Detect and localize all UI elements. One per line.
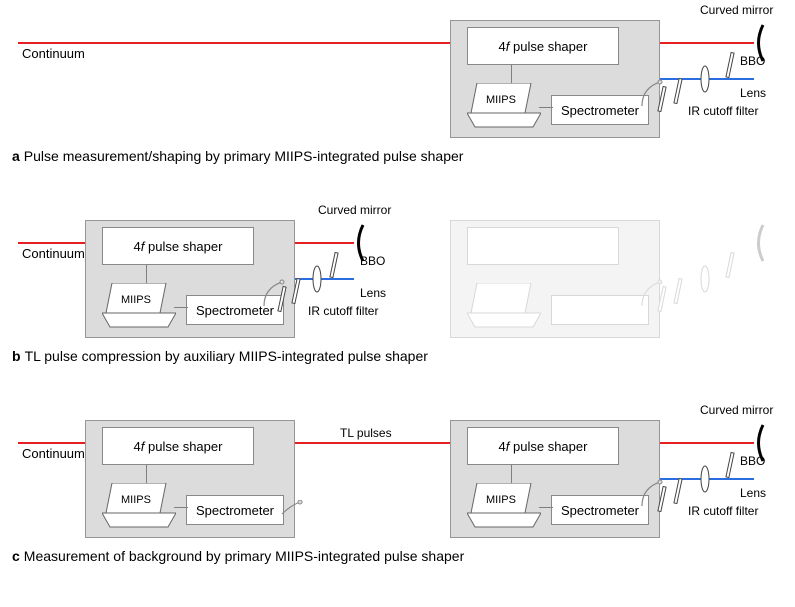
caption-b-letter: b xyxy=(12,348,21,364)
curved-mirror-b xyxy=(352,224,366,262)
aux-miips-computer: MIIPS xyxy=(102,283,176,333)
ghost-shaper xyxy=(467,227,619,265)
pulse-shaper-label-c: 4f pulse shaper xyxy=(499,439,588,454)
ghost-fiber xyxy=(640,278,670,308)
aux-conn1-c xyxy=(146,465,147,483)
curved-mirror xyxy=(752,24,766,62)
continuum-label-b: Continuum xyxy=(22,246,85,261)
ghost-spectrometer xyxy=(551,295,649,325)
panel-b: Continuum 4f pulse shaper Spectrometer M… xyxy=(0,200,795,375)
bbo-optic xyxy=(725,52,734,78)
pulse-shaper-box-c: 4f pulse shaper xyxy=(467,427,619,465)
ir-cutoff-label-b: IR cutoff filter xyxy=(308,304,378,318)
aux-conn1 xyxy=(146,265,147,283)
curved-mirror-label: Curved mirror xyxy=(700,3,773,17)
ghost-bbo xyxy=(725,252,734,278)
miips-label: MIIPS xyxy=(486,94,516,106)
svg-text:MIIPS: MIIPS xyxy=(121,294,151,306)
conn1-c xyxy=(511,465,512,483)
primary-unit: 4f pulse shaper Spectrometer MIIPS xyxy=(450,20,660,138)
lens-label-b: Lens xyxy=(360,286,386,300)
caption-a-letter: a xyxy=(12,148,20,164)
caption-a: aPulse measurement/shaping by primary MI… xyxy=(12,148,463,164)
curved-mirror-c xyxy=(752,424,766,462)
continuum-label-c: Continuum xyxy=(22,446,85,461)
conn-shaper-computer xyxy=(511,65,512,83)
aux-conn2-c xyxy=(174,507,188,508)
aux-fiber-stub xyxy=(280,500,304,520)
aux-unit-c: 4f pulse shaper Spectrometer MIIPS xyxy=(85,420,295,538)
ir-cutoff-label: IR cutoff filter xyxy=(688,104,758,118)
caption-c-text: Measurement of background by primary MII… xyxy=(24,548,464,564)
aux-conn2 xyxy=(174,307,188,308)
fiber xyxy=(640,78,670,108)
aux-spectrometer-box-c: Spectrometer xyxy=(186,495,284,525)
continuum-label: Continuum xyxy=(22,46,85,61)
caption-b-text: TL pulse compression by auxiliary MIIPS-… xyxy=(25,348,428,364)
beam-in xyxy=(18,42,466,44)
ir-cutoff-optic-c xyxy=(673,478,682,504)
focus-lens xyxy=(700,65,710,93)
spectrometer-box-c: Spectrometer xyxy=(551,495,649,525)
conn2-c xyxy=(539,507,553,508)
focus-lens-c xyxy=(700,465,710,493)
pulse-shaper-label: 4f pulse shaper xyxy=(499,39,588,54)
miips-computer: MIIPS xyxy=(467,83,541,133)
aux-pulse-shaper-box-c: 4f pulse shaper xyxy=(102,427,254,465)
bbo-optic-b xyxy=(329,252,338,278)
ir-cutoff-label-c: IR cutoff filter xyxy=(688,504,758,518)
conn-computer-spectrometer xyxy=(539,107,553,108)
tl-pulses-label: TL pulses xyxy=(340,426,392,440)
curved-mirror-label-b: Curved mirror xyxy=(318,203,391,217)
fiber-c xyxy=(640,478,670,508)
primary-unit-c: 4f pulse shaper Spectrometer MIIPS xyxy=(450,420,660,538)
primary-unit-ghost xyxy=(450,220,660,338)
caption-c: cMeasurement of background by primary MI… xyxy=(12,548,464,564)
miips-computer-c: MIIPS xyxy=(467,483,541,533)
svg-text:MIIPS: MIIPS xyxy=(121,494,151,506)
svg-text:MIIPS: MIIPS xyxy=(486,494,516,506)
ghost-mirror xyxy=(752,224,766,262)
fiber-b xyxy=(262,278,292,308)
aux-pulse-shaper-label-c: 4f pulse shaper xyxy=(134,439,223,454)
curved-mirror-label-c: Curved mirror xyxy=(700,403,773,417)
caption-c-letter: c xyxy=(12,548,20,564)
bbo-optic-c xyxy=(725,452,734,478)
aux-miips-computer-c: MIIPS xyxy=(102,483,176,533)
ghost-cutoff xyxy=(673,278,682,304)
pulse-shaper-box: 4f pulse shaper xyxy=(467,27,619,65)
lens-label: Lens xyxy=(740,86,766,100)
caption-a-text: Pulse measurement/shaping by primary MII… xyxy=(24,148,464,164)
aux-pulse-shaper-label: 4f pulse shaper xyxy=(134,239,223,254)
spectrometer-box: Spectrometer xyxy=(551,95,649,125)
lens-label-c: Lens xyxy=(740,486,766,500)
caption-b: bTL pulse compression by auxiliary MIIPS… xyxy=(12,348,428,364)
ghost-computer xyxy=(467,283,541,333)
aux-pulse-shaper-box: 4f pulse shaper xyxy=(102,227,254,265)
panel-c: Continuum TL pulses 4f pulse shaper Spec… xyxy=(0,400,795,590)
panel-a: Continuum 4f pulse shaper Spectrometer M… xyxy=(0,0,795,175)
ir-cutoff-optic xyxy=(673,78,682,104)
ghost-lens xyxy=(700,265,710,293)
focus-lens-b xyxy=(312,265,322,293)
